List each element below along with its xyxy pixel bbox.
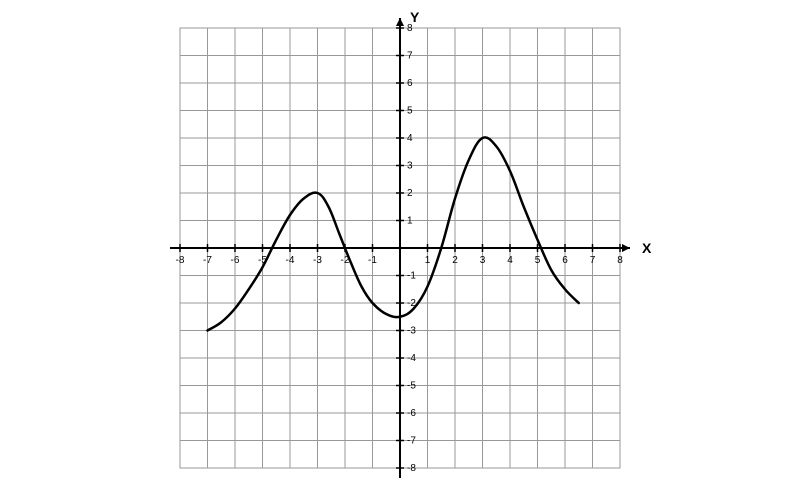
y-tick-label: -8 xyxy=(407,463,416,474)
y-tick-label: -4 xyxy=(407,353,416,364)
y-tick-label: -7 xyxy=(407,435,416,446)
y-tick-label: -6 xyxy=(407,408,416,419)
x-axis-label: X xyxy=(642,240,652,256)
x-tick-label: -8 xyxy=(176,255,185,266)
x-tick-label: 4 xyxy=(507,255,513,266)
x-tick-label: 1 xyxy=(425,255,431,266)
x-tick-label: 7 xyxy=(590,255,596,266)
x-tick-label: 5 xyxy=(535,255,541,266)
chart-svg: -8-7-6-5-4-3-2-112345678-8-7-6-5-4-3-2-1… xyxy=(0,0,800,498)
y-tick-label: 2 xyxy=(407,188,413,199)
y-tick-label: 4 xyxy=(407,133,413,144)
y-tick-label: -3 xyxy=(407,325,416,336)
x-tick-label: 8 xyxy=(617,255,623,266)
y-tick-label: 6 xyxy=(407,78,413,89)
x-tick-label: -1 xyxy=(368,255,377,266)
y-tick-label: 3 xyxy=(407,160,413,171)
y-axis-label: Y xyxy=(410,9,420,25)
coordinate-plane-chart: -8-7-6-5-4-3-2-112345678-8-7-6-5-4-3-2-1… xyxy=(0,0,800,503)
y-tick-label: -5 xyxy=(407,380,416,391)
y-tick-label: 1 xyxy=(407,215,413,226)
x-tick-label: -4 xyxy=(286,255,295,266)
x-tick-label: -6 xyxy=(231,255,240,266)
x-tick-label: -3 xyxy=(313,255,322,266)
x-tick-label: 6 xyxy=(562,255,568,266)
y-tick-label: 7 xyxy=(407,50,413,61)
y-tick-label: 5 xyxy=(407,105,413,116)
x-tick-label: -7 xyxy=(203,255,212,266)
x-tick-label: 2 xyxy=(452,255,458,266)
y-tick-label: -1 xyxy=(407,270,416,281)
x-tick-label: 3 xyxy=(480,255,486,266)
